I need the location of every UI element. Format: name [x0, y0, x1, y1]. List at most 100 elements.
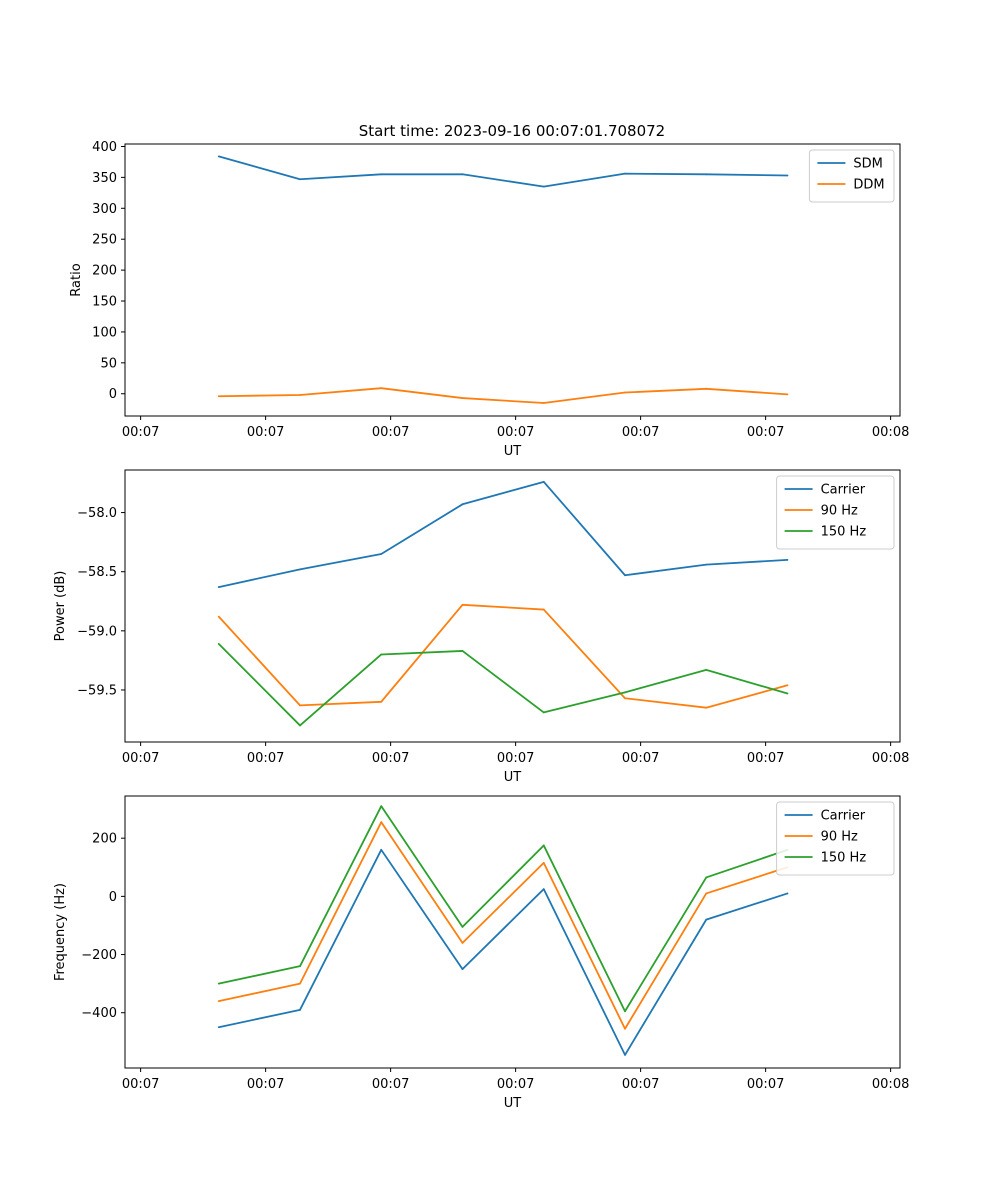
series-line-90-hz [218, 603, 788, 709]
x-tick-label: 00:07 [622, 1077, 659, 1092]
data-point [786, 393, 789, 396]
data-point [217, 155, 220, 158]
y-tick-label: 50 [100, 356, 117, 371]
x-tick-label: 00:07 [622, 751, 659, 766]
data-point [299, 1008, 301, 1011]
data-point [217, 1026, 220, 1029]
x-tick-label: 00:07 [747, 751, 784, 766]
data-point [217, 615, 220, 618]
axes-frame [124, 795, 901, 1069]
data-point [461, 650, 464, 652]
x-tick-label: 00:07 [122, 751, 159, 766]
y-tick-label: −59.5 [77, 683, 117, 698]
x-tick-label: 00:07 [747, 425, 784, 440]
y-tick-label: −59.0 [77, 624, 117, 639]
series-line-sdm [218, 155, 788, 188]
x-tick-label: 00:07 [372, 1077, 409, 1092]
data-point [624, 1027, 626, 1030]
data-point [461, 926, 464, 928]
data-point [786, 558, 789, 561]
data-point [624, 391, 626, 394]
legend: Carrier 90 Hz 150 Hz [776, 475, 895, 550]
data-point [380, 805, 383, 808]
x-tick-label: 00:07 [622, 425, 659, 440]
y-tick-label: 200 [92, 832, 117, 847]
series-line-150-hz [218, 805, 788, 1013]
data-point [299, 965, 301, 968]
data-point [705, 668, 708, 671]
data-point [217, 642, 220, 645]
data-point [786, 892, 789, 895]
data-point [217, 586, 220, 588]
y-axis-label: Ratio [69, 263, 84, 296]
y-axis-label: Frequency (Hz) [53, 883, 68, 981]
data-point [461, 968, 464, 970]
data-point [299, 724, 301, 727]
axes-frame [124, 143, 901, 417]
legend-label: 90 Hz [821, 830, 858, 845]
chart-panel-1: 00:07 00:07 00:07 00:07 00:07 00:07 00:08 0 50 10… [69, 140, 909, 459]
data-point [786, 692, 789, 695]
data-point [461, 397, 464, 399]
x-tick-label: 00:07 [497, 751, 534, 766]
x-axis-label: UT [504, 770, 522, 785]
data-point [461, 942, 464, 944]
y-tick-label: 200 [92, 264, 117, 279]
data-point [380, 173, 383, 176]
data-point [461, 503, 464, 506]
data-point [542, 608, 545, 611]
data-point [380, 700, 383, 703]
data-point [542, 711, 545, 714]
y-tick-label: 150 [92, 295, 117, 310]
data-point [380, 387, 383, 390]
x-axis-label: UT [504, 444, 522, 459]
y-axis-label: Power (dB) [53, 571, 68, 642]
data-point [542, 480, 545, 483]
data-point [461, 173, 464, 176]
x-tick-label: 00:07 [122, 425, 159, 440]
legend-label: 90 Hz [821, 504, 858, 519]
y-tick-label: −400 [81, 1006, 117, 1021]
data-point [705, 563, 708, 566]
y-tick-label: 100 [92, 325, 117, 340]
series-line-carrier [218, 848, 788, 1056]
panels: 00:07 00:07 00:07 00:07 00:07 00:07 00:08 0 50 10… [53, 140, 909, 1111]
y-tick-label: 0 [109, 387, 117, 402]
x-tick-label: 00:08 [872, 751, 909, 766]
legend-label: Carrier [821, 809, 866, 824]
data-point [542, 185, 545, 188]
data-point [299, 982, 301, 985]
series-line-150-hz [218, 643, 788, 727]
x-tick-label: 00:07 [372, 751, 409, 766]
data-point [542, 888, 545, 890]
y-tick-label: 0 [109, 890, 117, 905]
data-point [299, 704, 301, 707]
x-tick-label: 00:07 [497, 425, 534, 440]
data-point [299, 178, 301, 181]
data-point [380, 848, 383, 851]
legend-label: DDM [853, 178, 884, 193]
data-point [542, 862, 545, 864]
data-point [624, 574, 626, 577]
legend-label: 150 Hz [821, 525, 867, 540]
y-tick-label: −58.0 [77, 506, 117, 521]
data-point [380, 653, 383, 656]
data-point [705, 892, 708, 895]
y-tick-label: −58.5 [77, 565, 117, 580]
data-point [380, 553, 383, 555]
data-point [542, 844, 545, 847]
data-point [217, 982, 220, 985]
chart-title: Start time: 2023-09-16 00:07:01.708072 [359, 122, 665, 140]
data-point [705, 918, 708, 921]
data-point [624, 172, 626, 175]
data-point [624, 1010, 626, 1013]
chart-panel-3: 00:07 00:07 00:07 00:07 00:07 00:07 00:08 −400 −… [53, 795, 909, 1111]
y-tick-label: 350 [92, 171, 117, 186]
x-axis-label: UT [504, 1096, 522, 1111]
data-point [705, 876, 708, 879]
series-line-ddm [218, 387, 788, 404]
legend-label: Carrier [821, 483, 866, 498]
series-line-90-hz [218, 821, 788, 1030]
y-tick-label: −200 [81, 948, 117, 963]
